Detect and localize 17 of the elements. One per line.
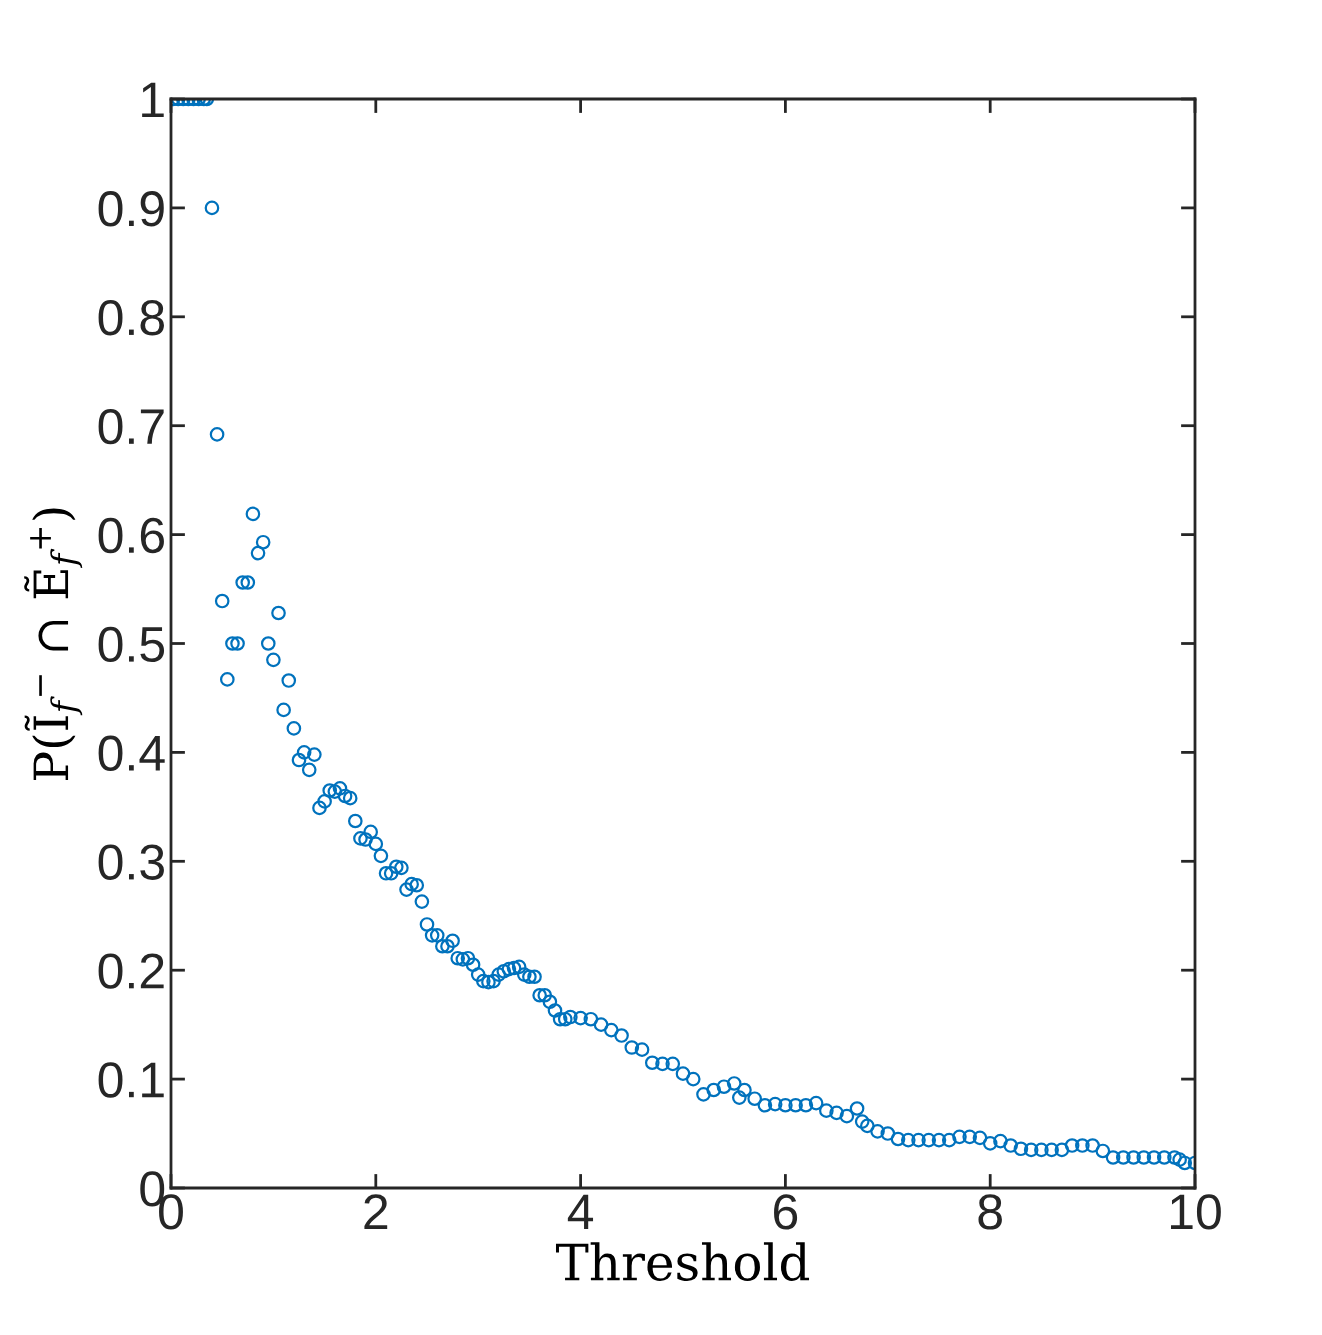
y-tick-label: 0.5 [98,626,165,663]
y-tick-label: 1 [142,82,164,118]
x-axis-title: Threshold [555,1242,810,1281]
y-tick-label: 0.2 [98,953,164,989]
x-tick-label: 4 [567,1194,594,1230]
x-tick-label: 2 [364,1194,388,1230]
y-tick-label: 0.7 [98,408,164,445]
y-tick-label: 0.6 [98,517,164,554]
x-tick-label: 10 [1171,1194,1221,1230]
y-tick-label: 0.4 [98,735,165,772]
x-tick-label: 6 [774,1194,798,1230]
x-tick-label: 8 [978,1194,1002,1230]
y-tick-label: 0.1 [98,1062,164,1098]
y-tick-label: 0.8 [98,300,164,336]
y-tick-label: 0.9 [98,191,164,227]
y-tick-label: 0.3 [98,844,164,880]
y-axis-title: P(Ĩ$_{f}$$^{−}$ ∩ Ẽ$_{f}$$^{+}$) [24,508,83,780]
